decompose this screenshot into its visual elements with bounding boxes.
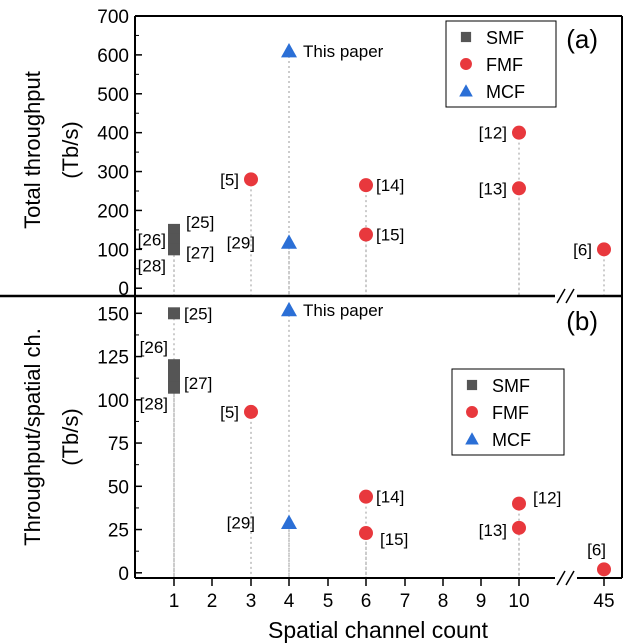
y-tick-label: 25 <box>108 521 129 542</box>
data-label: [14] <box>376 488 404 507</box>
x-tick-label: 7 <box>400 591 411 612</box>
legend-marker-mcf <box>465 432 479 445</box>
data-label: [25] <box>186 213 214 232</box>
y-axis-label: Throughput/spatial ch. <box>20 328 45 546</box>
data-label: [12] <box>533 489 561 508</box>
data-label: [15] <box>380 530 408 549</box>
data-label: [27] <box>186 244 214 263</box>
data-point-fmf <box>359 526 373 541</box>
legend-label-mcf: MCF <box>486 82 525 102</box>
data-point-mcf <box>281 234 297 249</box>
data-point-fmf <box>512 496 526 511</box>
data-point-smf <box>168 243 180 256</box>
y-tick-label: 0 <box>118 564 129 585</box>
y-tick-label: 100 <box>97 240 129 261</box>
data-label: [15] <box>376 226 404 245</box>
axis-break-mark <box>556 288 566 304</box>
data-label: [6] <box>573 240 592 259</box>
data-point-fmf <box>512 520 526 535</box>
y-tick-label: 125 <box>97 348 129 369</box>
data-point-fmf <box>359 178 373 193</box>
y-tick-label: 700 <box>97 7 129 28</box>
data-point-mcf <box>281 514 297 530</box>
data-label: This paper <box>303 42 384 61</box>
panel-label: (b) <box>566 306 598 336</box>
legend-label-fmf: FMF <box>486 55 523 75</box>
data-point-fmf <box>597 562 611 577</box>
data-label: [25] <box>184 304 212 323</box>
legend-marker-mcf <box>459 84 473 97</box>
data-label: [29] <box>227 233 255 252</box>
x-tick-label: 4 <box>284 591 295 612</box>
legend-label-smf: SMF <box>492 376 530 396</box>
y-tick-label: 50 <box>108 477 129 498</box>
y-axis-label: Total throughput <box>20 71 45 229</box>
x-axis-label: Spatial channel count <box>268 617 489 643</box>
y-tick-label: 400 <box>97 124 129 145</box>
data-point-fmf <box>244 404 258 419</box>
y-tick-label: 600 <box>97 46 129 67</box>
data-label: [27] <box>184 374 212 393</box>
x-tick-label: 3 <box>246 591 257 612</box>
x-tick-label: 10 <box>508 591 529 612</box>
data-label: [5] <box>220 403 239 422</box>
data-label: [5] <box>220 170 239 189</box>
x-tick-label: 1 <box>169 591 180 612</box>
data-label: [13] <box>479 521 507 540</box>
y-tick-label: 100 <box>97 391 129 412</box>
y-tick-label: 0 <box>118 279 129 300</box>
x-tick-label: 5 <box>323 591 334 612</box>
x-tick-label: 6 <box>361 591 372 612</box>
y-tick-label: 150 <box>97 304 129 325</box>
data-label: [6] <box>587 540 606 559</box>
x-tick-label: 45 <box>593 591 614 612</box>
legend-label-mcf: MCF <box>492 430 531 450</box>
data-point-fmf <box>597 242 611 257</box>
x-tick-label: 8 <box>438 591 449 612</box>
y-tick-label: 75 <box>108 434 129 455</box>
data-label: [28] <box>138 256 166 275</box>
axis-break-mark <box>556 570 566 586</box>
data-label: [26] <box>138 231 166 250</box>
legend-label-fmf: FMF <box>492 403 529 423</box>
y-tick-label: 500 <box>97 85 129 106</box>
x-tick-label: 9 <box>476 591 487 612</box>
data-label: [29] <box>227 514 255 533</box>
data-label: [26] <box>140 338 168 357</box>
x-tick-label: 2 <box>207 591 218 612</box>
y-axis-label: (Tb/s) <box>58 408 83 465</box>
y-tick-label: 200 <box>97 201 129 222</box>
legend-marker-fmf <box>460 58 472 70</box>
panel-label: (a) <box>566 24 598 54</box>
axis-break-mark <box>565 288 575 304</box>
legend-marker-fmf <box>466 406 478 418</box>
data-point-fmf <box>244 172 258 187</box>
data-point-mcf <box>281 43 297 58</box>
legend-marker-smf <box>466 379 478 391</box>
data-label: [12] <box>479 124 507 143</box>
data-label: [28] <box>140 395 168 414</box>
y-tick-label: 300 <box>97 163 129 184</box>
data-point-smf <box>168 307 180 320</box>
axis-break-mark <box>565 570 575 586</box>
legend-label-smf: SMF <box>486 28 524 48</box>
data-label: [14] <box>376 176 404 195</box>
data-point-fmf <box>359 489 373 504</box>
data-point-smf <box>168 381 180 394</box>
y-axis-label: (Tb/s) <box>58 121 83 178</box>
data-point-fmf <box>359 227 373 242</box>
data-point-fmf <box>512 125 526 140</box>
legend-marker-smf <box>460 31 472 43</box>
data-point-fmf <box>512 181 526 196</box>
data-label: [13] <box>479 179 507 198</box>
data-point-mcf <box>281 301 297 317</box>
data-label: This paper <box>303 301 384 320</box>
